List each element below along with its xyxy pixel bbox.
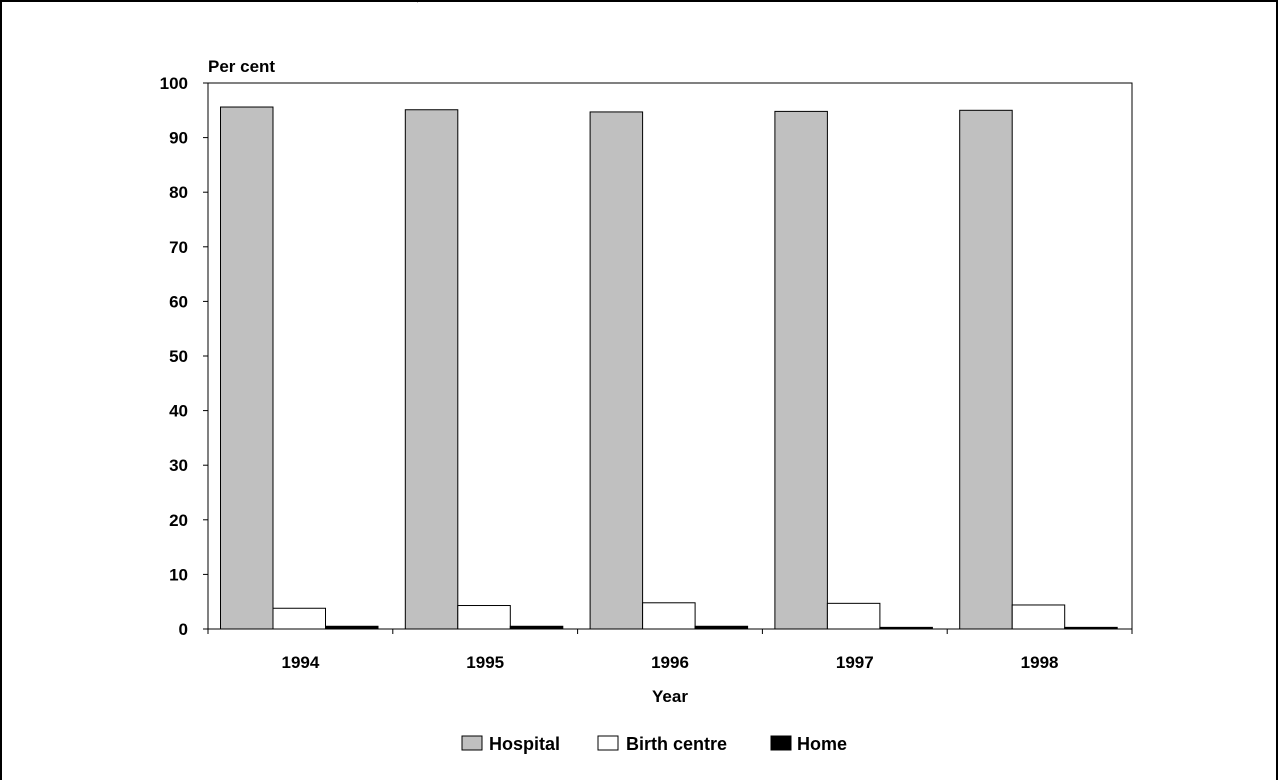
legend-label-home: Home: [797, 734, 847, 754]
bar-hospital-1998: [959, 109, 1013, 630]
x-tick-label: 1995: [466, 653, 504, 672]
cropped-text-fragment: [416, 0, 419, 3]
bar-hospital-1997: [774, 110, 828, 630]
y-tick-label: 60: [169, 292, 188, 311]
legend-label-hospital: Hospital: [489, 734, 560, 754]
y-tick-label: 50: [169, 347, 188, 366]
y-tick-label: 90: [169, 129, 188, 148]
legend: Hospital Birth centre Home: [461, 734, 847, 754]
x-tick-label: 1997: [836, 653, 874, 672]
y-tick-label: 40: [169, 402, 188, 421]
y-axis-label: Per cent: [208, 57, 275, 76]
y-tick-label: 0: [179, 620, 188, 639]
bar-birth-centre-1995: [457, 605, 511, 630]
bar-birth-centre-1998: [1011, 604, 1066, 630]
bar-birth-centre-1997: [826, 602, 881, 630]
bar-birth-centre-1994: [272, 607, 326, 630]
y-tick-label: 80: [169, 183, 188, 202]
y-tick-label: 70: [169, 238, 188, 257]
bar-hospital-1994: [220, 106, 274, 630]
bars-group: [220, 106, 1118, 630]
bar-hospital-1996: [589, 111, 644, 630]
y-tick-label: 10: [169, 565, 188, 584]
y-axis-ticks: 0 10 20 30 40 50 60 70 80 90 100: [160, 74, 208, 639]
legend-swatch-birth-centre: [597, 735, 619, 751]
y-tick-label: 30: [169, 456, 188, 475]
bar-hospital-1995: [404, 109, 459, 630]
x-tick-label: 1994: [281, 653, 319, 672]
plot-area: [207, 82, 1133, 630]
legend-label-birth-centre: Birth centre: [626, 734, 727, 754]
bar-birth-centre-1996: [642, 602, 696, 630]
x-tick-label: 1996: [651, 653, 689, 672]
x-axis-label: Year: [652, 687, 688, 706]
legend-swatch-hospital: [461, 735, 483, 751]
x-axis-ticks: 1994 1995 1996 1997 1998: [207, 629, 1133, 672]
y-tick-label: 20: [169, 511, 188, 530]
x-tick-label: 1998: [1021, 653, 1059, 672]
y-tick-label: 100: [160, 74, 188, 93]
legend-swatch-home: [770, 735, 792, 751]
